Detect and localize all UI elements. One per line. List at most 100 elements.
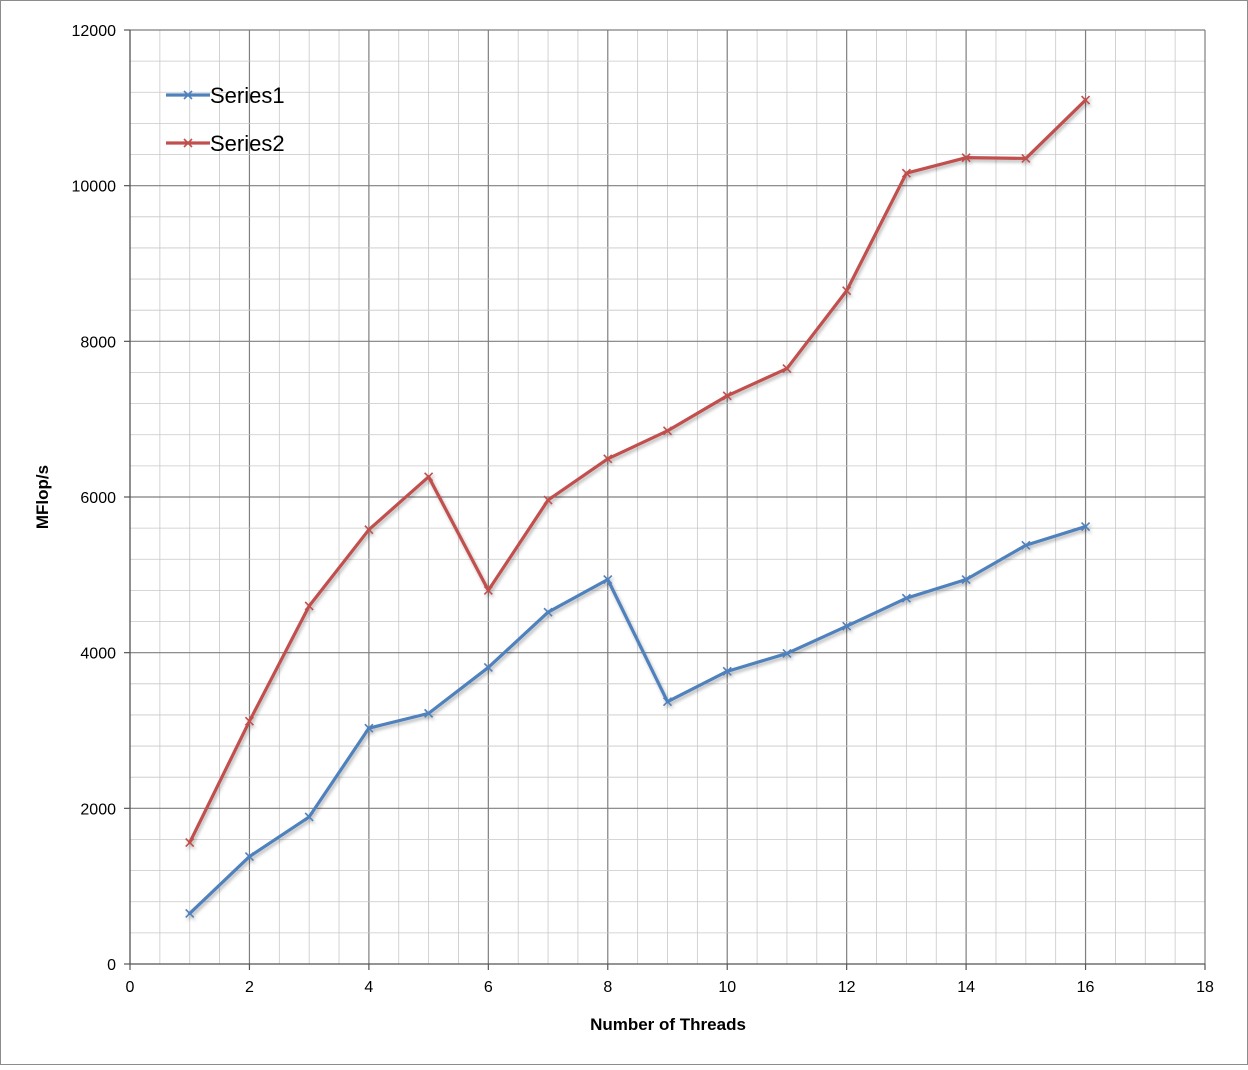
data-point-stroke-b: [304, 601, 314, 611]
data-point: [842, 286, 852, 296]
data-point: [483, 585, 493, 595]
data-point-stroke-b: [722, 666, 732, 676]
data-point: [722, 666, 732, 676]
series: [185, 95, 1091, 918]
data-point: [364, 723, 374, 733]
data-point: [1021, 540, 1031, 550]
data-point-stroke-b: [842, 286, 852, 296]
data-point: [185, 908, 195, 918]
y-tick-label: 2000: [80, 801, 116, 818]
data-point-stroke-b: [1080, 95, 1091, 105]
y-tick-label: 4000: [80, 646, 116, 663]
legend-swatch-marker-stroke-b: [183, 90, 193, 100]
x-tick-label: 4: [364, 979, 373, 996]
series-line: [188, 98, 1088, 845]
x-tick-label: 14: [957, 979, 975, 996]
data-point: [782, 364, 792, 374]
data-point-stroke-b: [244, 716, 255, 726]
data-point-stroke-b: [662, 697, 673, 707]
legend-swatch-marker: [183, 138, 193, 148]
data-point: [1080, 522, 1091, 532]
legend-swatch-marker: [183, 90, 193, 100]
data-point: [483, 662, 493, 673]
x-tick-label: 18: [1196, 979, 1214, 996]
data-point: [603, 454, 613, 464]
y-tick-label: 0: [107, 957, 116, 974]
data-point: [244, 716, 255, 726]
data-point-stroke-b: [543, 607, 553, 617]
tick-labels: 0 2 4 6 8 10 12 14 16 18 0 2000 4000 6000 8000 10000 120…: [72, 23, 1215, 996]
series-1: [185, 522, 1091, 918]
data-point: [1021, 153, 1031, 163]
data-point-stroke-b: [304, 812, 314, 822]
data-point-stroke-b: [1021, 153, 1031, 163]
x-tick-label: 8: [603, 979, 612, 996]
data-point-stroke-b: [1080, 522, 1091, 532]
data-point-stroke-b: [603, 574, 613, 585]
data-point-stroke-b: [185, 838, 195, 848]
data-point: [842, 621, 852, 631]
data-point: [722, 391, 732, 401]
legend-swatch-marker-stroke-b: [183, 138, 193, 148]
x-tick-label: 6: [484, 979, 493, 996]
data-point: [662, 426, 673, 436]
data-point: [901, 593, 911, 603]
data-point-stroke-b: [185, 908, 195, 918]
x-tick-label: 10: [718, 979, 736, 996]
data-point-stroke-b: [603, 454, 613, 464]
legend: Series1 Series2: [166, 83, 285, 156]
data-point: [662, 697, 673, 707]
data-point-stroke-b: [662, 426, 673, 436]
data-point-stroke-b: [543, 495, 553, 505]
axes: [124, 29, 1206, 970]
data-point: [603, 574, 613, 585]
x-axis-title: Number of Threads: [590, 1015, 746, 1034]
data-point-stroke-b: [364, 723, 374, 733]
y-tick-label: 12000: [72, 23, 117, 40]
x-tick-label: 0: [126, 979, 135, 996]
y-axis-title: MFlop/s: [33, 465, 52, 529]
data-point: [543, 607, 553, 617]
data-point-stroke-b: [961, 574, 971, 585]
x-tick-label: 16: [1077, 979, 1095, 996]
y-tick-label: 10000: [72, 179, 117, 196]
data-point: [782, 648, 792, 659]
legend-entry: Series1: [166, 83, 285, 108]
data-point-stroke-b: [424, 472, 434, 482]
data-point-stroke-b: [1021, 540, 1031, 550]
data-point: [1080, 95, 1091, 105]
grid: [130, 29, 1206, 964]
data-point: [901, 168, 911, 178]
data-point-stroke-b: [782, 364, 792, 374]
data-point-stroke-b: [424, 708, 434, 718]
data-point: [364, 525, 374, 535]
data-point-stroke-b: [782, 648, 792, 659]
x-tick-label: 2: [245, 979, 254, 996]
y-tick-label: 8000: [80, 334, 116, 351]
data-point: [304, 812, 314, 822]
x-tick-label: 12: [838, 979, 856, 996]
legend-label: Series2: [210, 131, 285, 156]
data-point-stroke-b: [901, 593, 911, 603]
legend-entry: Series2: [166, 131, 285, 156]
data-point: [244, 852, 255, 862]
y-tick-label: 6000: [80, 490, 116, 507]
series-2: [185, 95, 1091, 848]
data-point-stroke-b: [244, 852, 255, 862]
data-point-stroke-b: [901, 168, 911, 178]
legend-label: Series1: [210, 83, 285, 108]
data-point: [304, 601, 314, 611]
data-point: [424, 472, 434, 482]
data-point-stroke-b: [722, 391, 732, 401]
data-point: [424, 708, 434, 718]
data-point: [185, 838, 195, 848]
data-point-stroke-b: [961, 153, 971, 163]
data-point-stroke-b: [842, 621, 852, 631]
data-point: [961, 153, 971, 163]
data-point: [961, 574, 971, 585]
data-point-stroke-b: [483, 585, 493, 595]
data-point-stroke-b: [364, 525, 374, 535]
